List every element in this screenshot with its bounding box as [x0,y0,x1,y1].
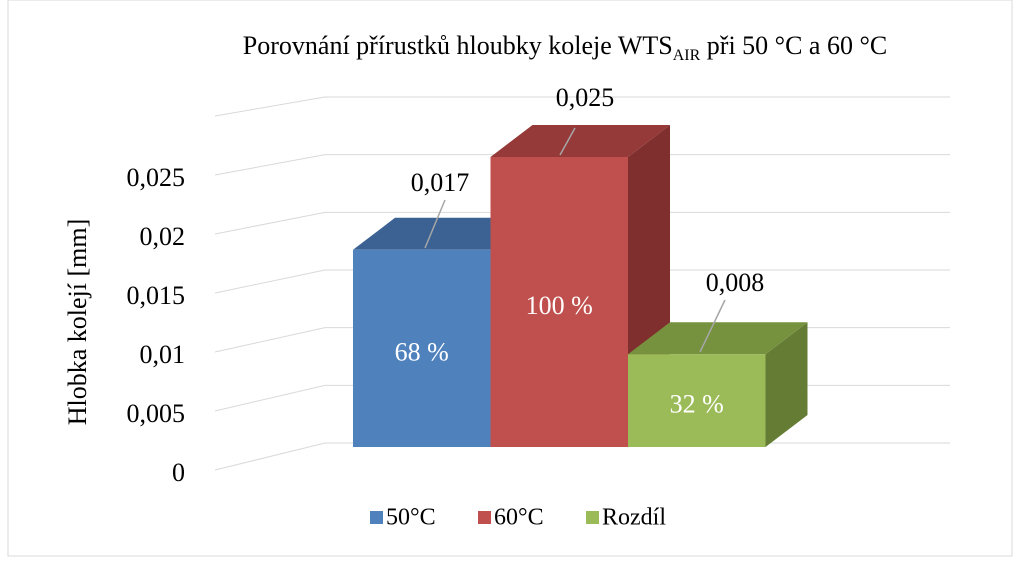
percentage-label: 68 % [395,337,449,366]
grid-line [214,211,950,235]
value-label: 0,025 [556,83,615,112]
value-label: 0,008 [706,268,765,297]
legend-swatch [586,511,599,524]
chart-frame [7,0,1013,557]
y-axis-title: Hlobka kolejí [mm] [63,219,92,426]
leader-line [559,127,576,156]
value-label: 0,017 [411,168,470,197]
y-tick-label: 0 [172,458,185,487]
grid-line [214,442,950,471]
y-tick-label: 0,015 [127,281,186,310]
y-tick-label: 0,005 [127,399,186,428]
legend-swatch [370,511,383,524]
bar-top [628,322,808,355]
legend-label: 50°C [386,505,436,531]
grid-line [214,154,950,176]
bar-top [353,217,533,250]
chart-title: Porovnání přírustků hloubky koleje WTSAI… [243,31,887,64]
bar [353,249,491,447]
leader-line [699,299,726,353]
legend-label: Rozdíl [602,505,666,531]
legend-label: 60°C [494,505,544,531]
title-subscript: AIR [673,47,701,64]
y-tick-label: 0,02 [140,222,186,251]
percentage-label: 32 % [670,390,724,419]
grid-line [214,96,950,117]
bar [490,157,628,447]
y-tick-label: 0,025 [127,163,186,192]
bar-top [490,125,670,157]
grid-line [214,269,950,294]
legend-swatch [478,511,491,524]
bar-side [765,322,808,447]
y-tick-label: 0,01 [140,340,186,369]
title-rest: při 50 °C a 60 °C [700,31,887,60]
percentage-label: 100 % [526,291,593,320]
leader-line [424,199,446,249]
bar [628,354,766,447]
title-main: Porovnání přírustků hloubky koleje WTS [243,31,673,60]
